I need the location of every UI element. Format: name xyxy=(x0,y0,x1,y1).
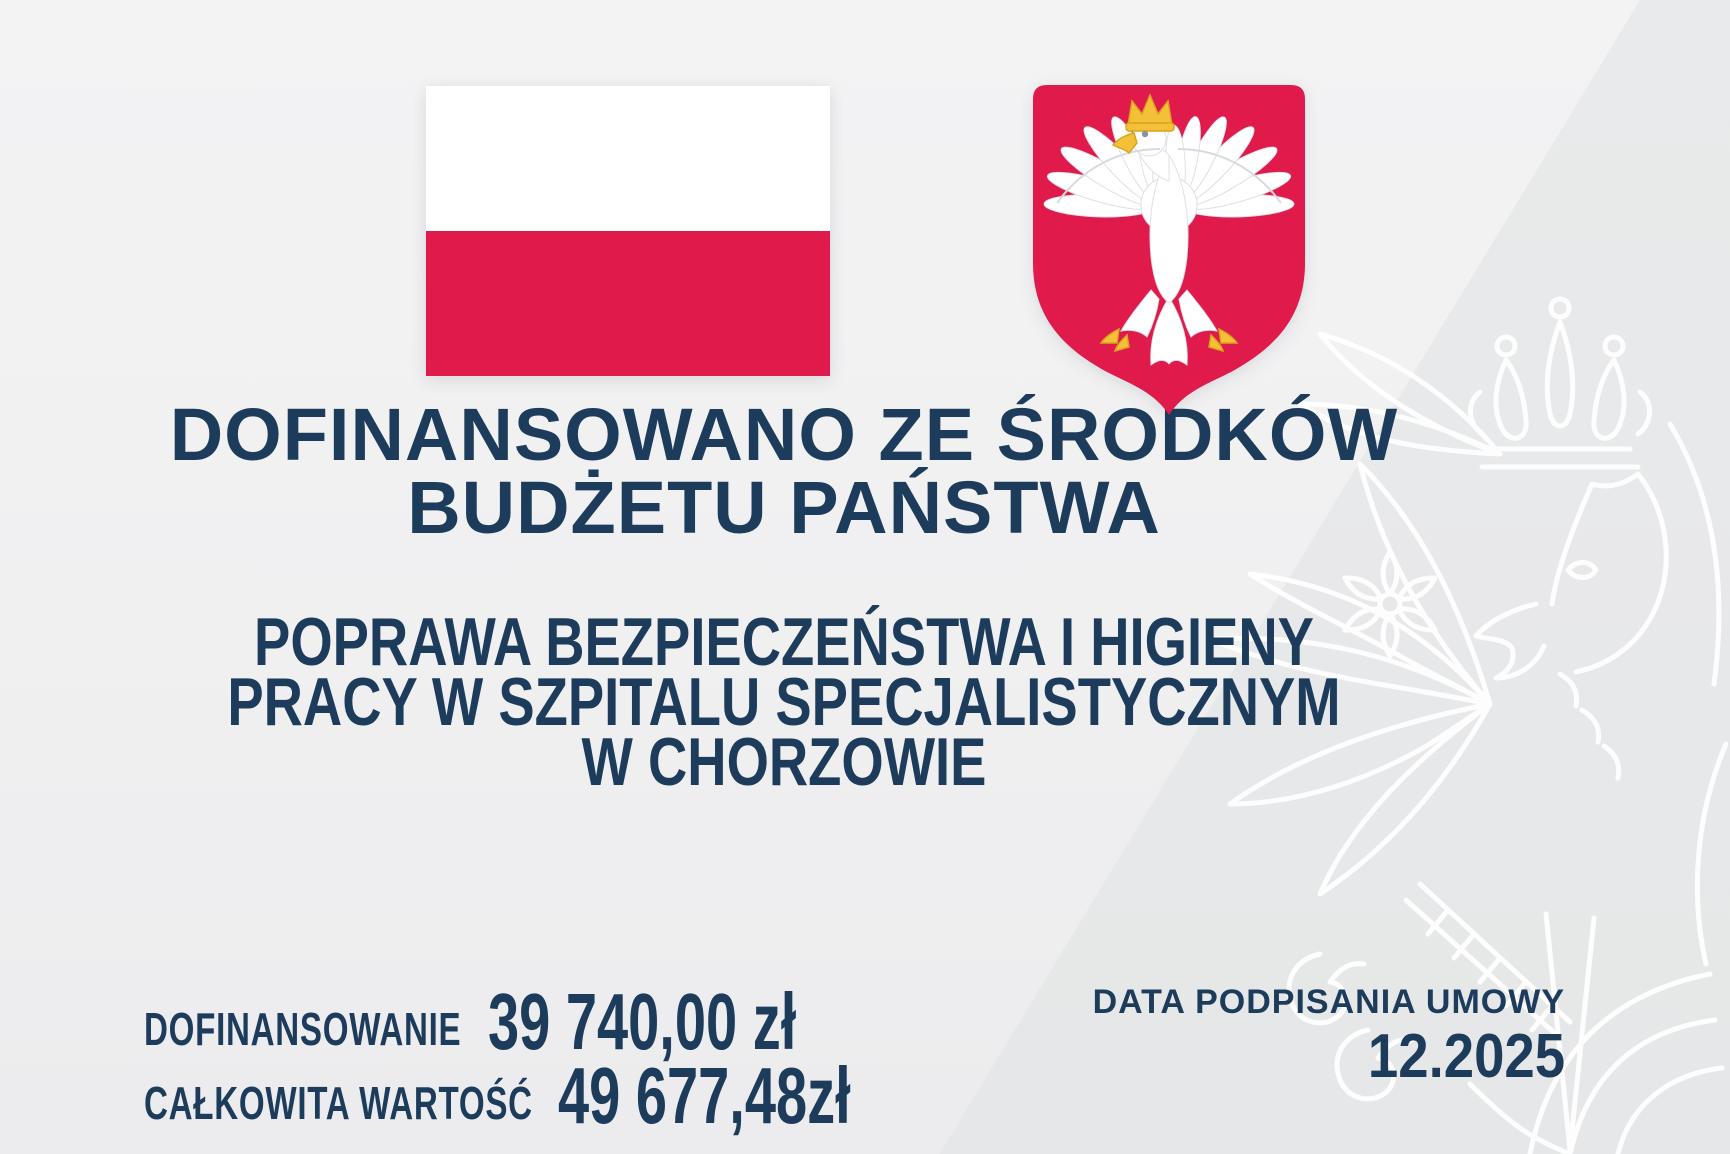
project-line-1: POPRAWA BEZPIECZEŃSTWA I HIGIENY xyxy=(254,604,1314,680)
total-value-label: CAŁKOWITA WARTOŚĆ xyxy=(144,1077,533,1129)
title-line-1: DOFINANSOWANO ZE ŚRODKÓW xyxy=(169,393,1399,476)
title-line-2: BUDŻETU PAŃSTWA xyxy=(407,466,1161,549)
flag-red-stripe xyxy=(426,231,830,376)
contract-date-value: 12.2025 xyxy=(1367,1022,1565,1091)
contract-date-label: DATA PODPISANIA UMOWY xyxy=(1092,983,1565,1021)
funding-label: DOFINANSOWANIE xyxy=(144,1003,462,1055)
poland-flag-icon xyxy=(426,86,830,376)
total-value: 49 677,48zł xyxy=(558,1051,851,1140)
flag-white-stripe xyxy=(426,86,830,231)
poland-coat-of-arms-icon xyxy=(1033,85,1305,415)
funding-value: 39 740,00 zł xyxy=(488,977,797,1066)
project-line-2: PRACY W SZPITALU SPECJALISTYCZNYM xyxy=(227,664,1341,740)
project-line-3: W CHORZOWIE xyxy=(581,724,987,800)
project-name: POPRAWA BEZPIECZEŃSTWA I HIGIENY PRACY W… xyxy=(0,604,1568,800)
page-title: DOFINANSOWANO ZE ŚRODKÓW BUDŻETU PAŃSTWA xyxy=(0,393,1568,549)
